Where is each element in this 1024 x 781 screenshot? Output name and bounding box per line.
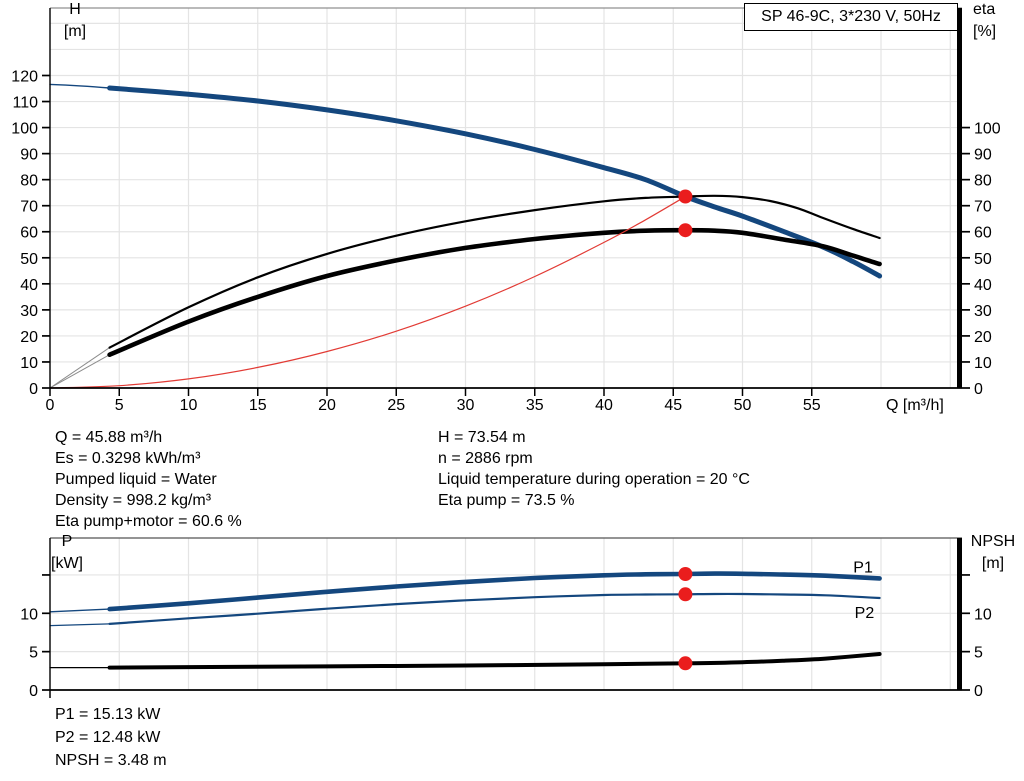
h-axis-label: H [69, 1, 81, 18]
operating-point-info-left: Q = 45.88 m³/h Es = 0.3298 kWh/m³ Pumped… [55, 427, 242, 532]
duty-point-dot[interactable] [678, 656, 693, 671]
svg-text:30: 30 [457, 397, 475, 414]
pump-title-box: SP 46-9C, 3*230 V, 50Hz [744, 3, 958, 31]
svg-text:70: 70 [974, 199, 992, 216]
svg-text:90: 90 [20, 147, 38, 164]
eta-axis-label: eta [973, 1, 996, 18]
svg-text:60: 60 [974, 225, 992, 242]
operating-point-info-right: H = 73.54 m n = 2886 rpm Liquid temperat… [438, 427, 750, 511]
svg-text:45: 45 [664, 397, 682, 414]
svg-text:10: 10 [20, 606, 38, 623]
info-line-q: Q = 45.88 m³/h [55, 429, 163, 446]
svg-text:110: 110 [12, 95, 38, 112]
duty-point-dot[interactable] [678, 223, 693, 238]
svg-text:30: 30 [974, 303, 992, 320]
svg-text:0: 0 [974, 683, 983, 700]
curve-eta-pump-motor-lead [49, 354, 111, 389]
svg-text:40: 40 [20, 277, 38, 294]
curve-p1 [107, 571, 882, 612]
svg-text:5: 5 [29, 645, 38, 662]
info-line-eta-pump: Eta pump = 73.5 % [438, 492, 575, 509]
svg-text:40: 40 [974, 277, 992, 294]
svg-text:10: 10 [20, 355, 38, 372]
curve-p2 [108, 592, 881, 625]
svg-text:100: 100 [974, 121, 1001, 138]
h-axis-unit: [m] [63, 23, 87, 40]
p-axis-unit: [kW] [51, 555, 83, 572]
npsh-axis-unit: [m] [981, 555, 1005, 572]
svg-text:70: 70 [20, 199, 38, 216]
curve-system-curve [49, 195, 686, 389]
svg-text:50: 50 [20, 251, 38, 268]
svg-text:10: 10 [180, 397, 198, 414]
svg-text:120: 120 [11, 68, 38, 85]
curve-p1-lead [49, 608, 111, 613]
curve-head-lead [49, 83, 111, 89]
svg-text:60: 60 [20, 225, 38, 242]
chart-0: 0102030405060708090100110120010203040506… [11, 7, 1001, 414]
svg-text:50: 50 [734, 397, 752, 414]
info-line-h: H = 73.54 m [438, 429, 526, 446]
npsh-axis-label: NPSH [970, 533, 1016, 550]
info-line-p1: P1 = 15.13 kW [55, 706, 161, 723]
curve-eta-pump [108, 194, 881, 349]
info-line-es: Es = 0.3298 kWh/m³ [55, 450, 201, 467]
info-line-eta-pump-motor: Eta pump+motor = 60.6 % [55, 513, 242, 530]
eta-axis-unit: [%] [973, 23, 997, 40]
right-axis-edge [957, 538, 962, 690]
svg-text:50: 50 [974, 251, 992, 268]
curve-p2-lead [49, 623, 111, 627]
svg-text:15: 15 [249, 397, 267, 414]
svg-text:5: 5 [974, 645, 983, 662]
svg-text:55: 55 [803, 397, 821, 414]
svg-text:90: 90 [974, 147, 992, 164]
svg-text:20: 20 [974, 329, 992, 346]
curve-npsh [107, 652, 882, 670]
series-label-p1: P1 [853, 560, 873, 577]
info-line-liquid: Pumped liquid = Water [55, 471, 217, 488]
svg-text:30: 30 [20, 303, 38, 320]
svg-text:5: 5 [115, 397, 124, 414]
svg-text:0: 0 [974, 381, 983, 398]
svg-text:80: 80 [974, 173, 992, 190]
chart-1: 0 5 10 0 5 10 P1 P2 [20, 537, 992, 700]
svg-text:0: 0 [29, 381, 38, 398]
info-line-density: Density = 998.2 kg/m³ [55, 492, 212, 509]
svg-text:20: 20 [318, 397, 336, 414]
info-line-p2: P2 = 12.48 kW [55, 729, 161, 746]
duty-point-dot[interactable] [678, 567, 693, 581]
svg-text:10: 10 [974, 606, 992, 623]
svg-text:20: 20 [20, 329, 38, 346]
duty-point-dot[interactable] [678, 189, 693, 204]
svg-text:Q [m³/h]: Q [m³/h] [886, 397, 944, 414]
info-line-n: n = 2886 rpm [438, 450, 533, 467]
svg-text:0: 0 [29, 683, 38, 700]
duty-point-dot[interactable] [678, 587, 693, 602]
info-line-npsh: NPSH = 3.48 m [55, 752, 167, 769]
curve-eta-pump-lead [49, 347, 111, 389]
svg-text:0: 0 [46, 397, 55, 414]
right-axis-edge [957, 8, 962, 388]
p-axis-label: P [61, 533, 73, 550]
svg-text:80: 80 [20, 173, 38, 190]
info-line-temperature: Liquid temperature during operation = 20… [438, 471, 750, 488]
power-npsh-info: P1 = 15.13 kW P2 = 12.48 kW NPSH = 3.48 … [55, 703, 167, 772]
svg-text:35: 35 [526, 397, 544, 414]
series-label-p2: P2 [855, 605, 875, 622]
svg-text:25: 25 [387, 397, 405, 414]
svg-text:10: 10 [974, 355, 992, 372]
curve-head [107, 85, 883, 279]
curve-eta-pump-motor [107, 227, 882, 357]
svg-text:40: 40 [595, 397, 613, 414]
svg-text:100: 100 [11, 121, 38, 138]
